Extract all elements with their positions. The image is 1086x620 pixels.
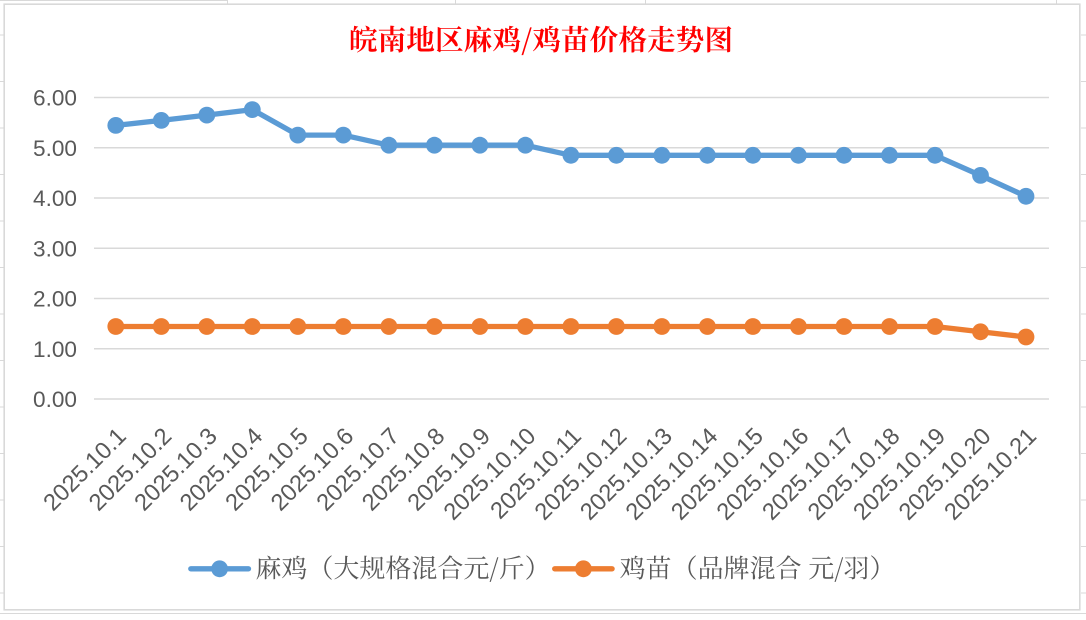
svg-text:4.00: 4.00 bbox=[33, 186, 77, 211]
svg-text:1.00: 1.00 bbox=[33, 337, 77, 362]
svg-text:6.00: 6.00 bbox=[33, 86, 77, 111]
svg-text:0.00: 0.00 bbox=[33, 387, 77, 412]
svg-text:2.00: 2.00 bbox=[33, 287, 77, 312]
svg-text:5.00: 5.00 bbox=[33, 136, 77, 161]
svg-text:3.00: 3.00 bbox=[33, 236, 77, 261]
